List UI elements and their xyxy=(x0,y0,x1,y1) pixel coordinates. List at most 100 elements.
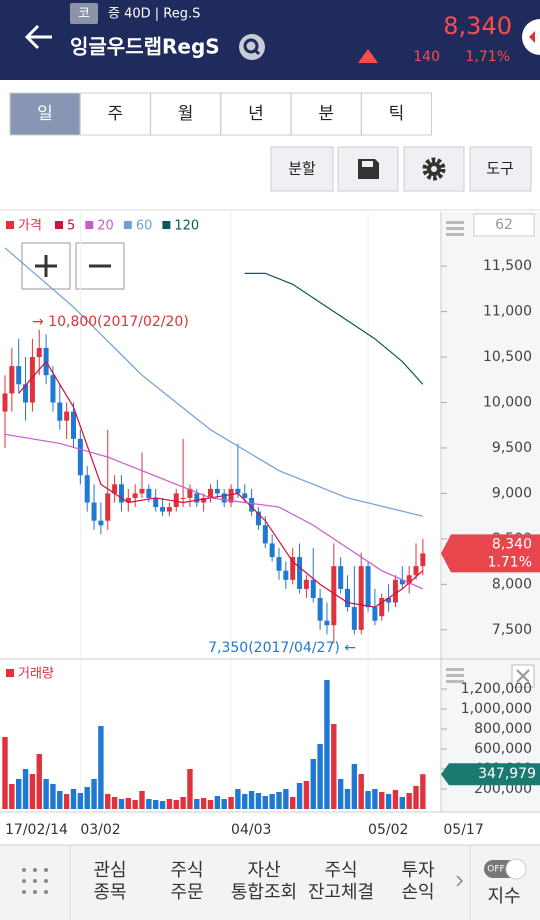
tab[interactable] xyxy=(220,92,292,136)
candle-body xyxy=(235,488,241,494)
current-pct: 1.71% xyxy=(488,554,532,570)
y-tick-label: 10,000 xyxy=(483,394,532,410)
tab-label: 분 xyxy=(318,104,334,124)
candle-body xyxy=(180,497,186,499)
current-price: 8,340 xyxy=(492,536,532,552)
volume-bar xyxy=(50,784,56,809)
index-label[interactable]: 지수 xyxy=(487,886,520,907)
split-button[interactable] xyxy=(270,146,334,192)
nav-more[interactable] xyxy=(456,875,464,887)
candle-body xyxy=(324,620,330,626)
y-tick-label: 11,500 xyxy=(483,258,532,274)
gear-teeth xyxy=(422,157,446,181)
nav-label[interactable]: 주식 xyxy=(170,860,203,881)
volume-bar xyxy=(420,774,426,809)
y-tick-label: 9,000 xyxy=(492,485,532,501)
candle-body xyxy=(351,607,357,630)
volume-bar xyxy=(248,791,255,809)
tab-label: 월 xyxy=(178,104,194,124)
candle-body xyxy=(125,497,131,503)
legend-label: 5 xyxy=(67,219,75,234)
candle-body xyxy=(153,497,159,508)
candle-body xyxy=(57,402,63,421)
candle-body xyxy=(331,566,337,626)
volume-bar xyxy=(344,789,351,809)
ma-line xyxy=(4,247,423,517)
nav-label[interactable]: 자산 xyxy=(247,860,280,881)
volume-bar xyxy=(310,759,316,809)
volume-bar xyxy=(36,754,42,809)
volume-bar xyxy=(16,779,22,809)
volume-bar xyxy=(235,789,241,809)
search-icon[interactable] xyxy=(239,34,265,60)
candle-body xyxy=(16,366,22,385)
candle-body xyxy=(208,488,213,498)
nav-label[interactable]: 관심 xyxy=(93,860,126,881)
legend-label: 120 xyxy=(174,219,199,234)
tab[interactable] xyxy=(9,92,81,136)
candle-body xyxy=(406,575,412,585)
tab[interactable] xyxy=(290,92,362,136)
y-tick-label: 9,500 xyxy=(492,440,532,456)
volume-bar xyxy=(303,781,310,809)
candle-body xyxy=(29,357,35,403)
volume-bar xyxy=(57,791,63,809)
tab[interactable] xyxy=(361,92,432,136)
volume-bar xyxy=(125,798,131,809)
candle-body xyxy=(112,484,118,494)
nav-label[interactable]: 손익 xyxy=(401,882,434,903)
volume-bar xyxy=(159,801,166,809)
candle-body xyxy=(310,579,316,598)
volume-current: 347,979 xyxy=(478,766,536,782)
volume-title: 거래량 xyxy=(18,667,54,682)
volume-bar xyxy=(255,793,262,809)
candle-body xyxy=(365,566,371,608)
x-tick-label: 04/03 xyxy=(231,822,271,838)
nav-grid-icon[interactable] xyxy=(22,868,48,894)
volume-bar xyxy=(2,737,8,809)
volume-bar xyxy=(296,783,303,809)
candle-body xyxy=(249,497,255,512)
candle-body xyxy=(303,579,309,589)
candle-body xyxy=(255,511,261,526)
tool-button[interactable] xyxy=(469,146,532,192)
y-tick-label: 600,000 xyxy=(474,741,532,757)
candle-body xyxy=(317,597,323,621)
back-button[interactable] xyxy=(24,24,52,50)
tab[interactable] xyxy=(79,92,151,136)
nav-label[interactable]: 잔고체결 xyxy=(308,882,374,903)
legend-swatch xyxy=(6,221,14,229)
volume-bar xyxy=(406,793,412,809)
legend-label: 20 xyxy=(97,219,114,234)
candle-body xyxy=(160,507,166,512)
y-tick-label: 1,000,000 xyxy=(461,701,532,717)
nav-bar xyxy=(0,845,540,920)
candle-body xyxy=(23,384,29,403)
nav-label[interactable]: 주문 xyxy=(170,882,203,903)
zoom-in[interactable] xyxy=(21,242,71,290)
volume-bar xyxy=(242,794,248,809)
volume-bar xyxy=(228,797,234,809)
ma-line xyxy=(244,272,424,385)
toggle-knob xyxy=(505,858,527,880)
y-tick-label: 11,000 xyxy=(483,304,532,320)
candle-body xyxy=(166,507,172,512)
y-tick-label: 8,000 xyxy=(492,576,532,592)
menu-icon[interactable] xyxy=(446,221,464,236)
x-tick-label: 05/02 xyxy=(368,822,408,838)
vol-close[interactable] xyxy=(511,664,535,688)
candle-body xyxy=(379,597,385,617)
vol-menu-icon[interactable] xyxy=(446,668,464,683)
volume-bar xyxy=(290,797,296,809)
nav-label[interactable]: 주식 xyxy=(324,860,357,881)
nav-label[interactable]: 종목 xyxy=(93,882,126,903)
volume-bar xyxy=(91,779,97,809)
zoom-out[interactable] xyxy=(75,242,125,290)
tab-label: 틱 xyxy=(389,104,405,124)
nav-label[interactable]: 통합조회 xyxy=(231,882,297,903)
nav-label[interactable]: 투자 xyxy=(401,860,435,881)
legend-label: 60 xyxy=(136,219,153,234)
volume-bar xyxy=(194,799,200,809)
tab-label: 일 xyxy=(37,104,53,124)
legend-label: 가격 xyxy=(18,219,42,234)
